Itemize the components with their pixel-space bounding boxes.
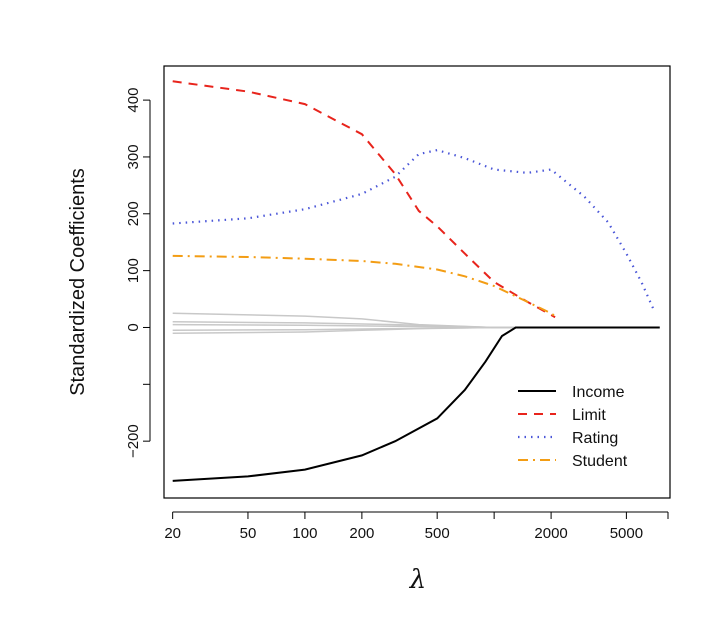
series-lines	[172, 80, 660, 482]
legend-label-income: Income	[572, 384, 625, 401]
x-tick-label: 200	[349, 525, 374, 542]
x-tick-label: 500	[425, 525, 450, 542]
y-tick-label: 100	[125, 258, 142, 283]
x-tick-label: 20	[164, 525, 181, 542]
y-tick-label: 300	[125, 144, 142, 169]
x-tick-label: 100	[292, 525, 317, 542]
plot-frame	[163, 65, 671, 499]
x-tick-label: 50	[240, 525, 257, 542]
series-line-student	[172, 254, 556, 317]
y-axis-label: Standardized Coefficients	[67, 168, 89, 396]
x-tick-label: 5000	[610, 525, 643, 542]
series-line-rating	[172, 148, 656, 311]
y-tick-label: −200	[125, 424, 142, 458]
series-line-limit	[172, 80, 556, 319]
legend: Income Limit Rating Student	[518, 384, 628, 470]
legend-label-student: Student	[572, 453, 628, 470]
other-coefficient-lines	[172, 312, 660, 334]
y-axis: −200 0 100 200 300 400	[125, 88, 151, 458]
y-tick-label: 0	[125, 323, 142, 331]
y-tick-label: 400	[125, 88, 142, 113]
series-line-income	[172, 326, 660, 482]
x-axis: 20 50 100 200 500 2000 5000	[164, 511, 669, 542]
legend-label-rating: Rating	[572, 430, 618, 447]
x-tick-label: 2000	[534, 525, 567, 542]
x-axis-label: λ	[409, 565, 426, 595]
y-tick-label: 200	[125, 201, 142, 226]
legend-label-limit: Limit	[572, 407, 606, 424]
